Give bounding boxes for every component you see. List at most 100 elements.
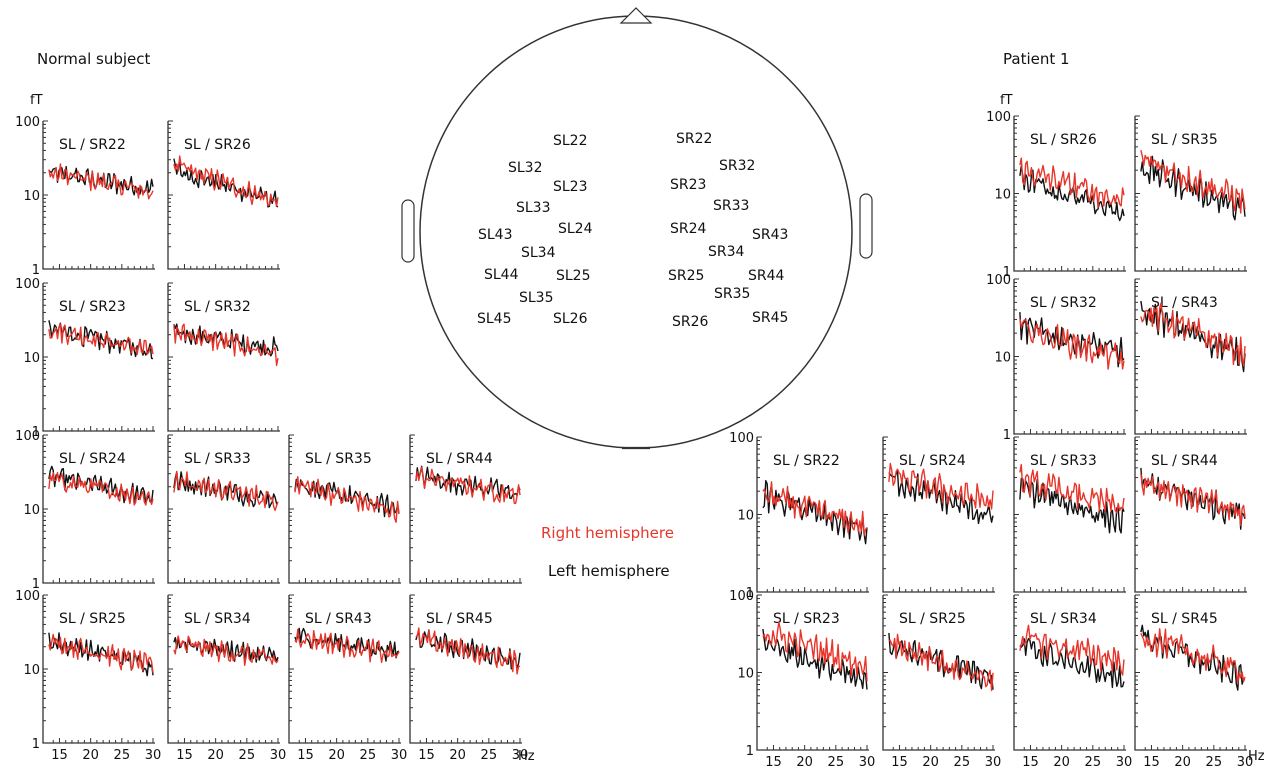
x-tick-label: 30	[1116, 755, 1133, 770]
patient-plot-2: SL / SR35	[1134, 115, 1247, 272]
y-tick-label: 100	[15, 589, 40, 604]
patient-plot-8: SL / SR44	[1134, 436, 1247, 593]
right-hemisphere-trace	[415, 466, 521, 504]
x-tick-label: 20	[922, 755, 939, 770]
legend-left-hemisphere: Left hemisphere	[548, 562, 670, 580]
right-hemisphere-trace	[888, 633, 994, 692]
left-hemisphere-trace	[48, 165, 154, 196]
normal-plot-3: 100 10 1 SL / SR23	[15, 277, 155, 440]
left-hemisphere-trace	[173, 471, 279, 509]
plot-title: SL / SR25	[899, 611, 966, 627]
right-hemisphere-trace	[173, 635, 279, 666]
y-tick-label: 100	[729, 589, 754, 604]
right-hemisphere-trace	[48, 471, 154, 506]
plot-title: SL / SR45	[426, 611, 493, 627]
plot-title: SL / SR24	[899, 453, 966, 469]
y-tick-label: 100	[15, 115, 40, 130]
plot-title: SL / SR44	[1151, 453, 1218, 469]
x-tick-label: 20	[82, 748, 99, 763]
x-tick-label: 20	[796, 755, 813, 770]
patient-y-unit: fT	[1000, 93, 1013, 108]
sensor-label-sl23: SL23	[553, 179, 588, 195]
patient-plot-7: SL / SR33	[1013, 436, 1126, 593]
normal-subject-title: Normal subject	[37, 50, 151, 68]
plot-title: SL / SR26	[1030, 132, 1097, 148]
x-tick-label: 15	[418, 748, 435, 763]
legend-right-hemisphere: Right hemisphere	[541, 524, 674, 542]
plot-title: SL / SR32	[184, 299, 251, 315]
x-tick-label: 30	[145, 748, 162, 763]
sensor-label-sr35: SR35	[714, 286, 750, 302]
y-tick-label: 1	[746, 744, 754, 759]
patient-plot-5: 100 10 1 SL / SR22	[729, 431, 869, 601]
plot-title: SL / SR34	[1030, 611, 1097, 627]
y-tick-label: 10	[23, 189, 40, 204]
y-tick-label: 1	[32, 425, 40, 440]
x-tick-label: 20	[1053, 755, 1070, 770]
plot-title: SL / SR33	[1030, 453, 1097, 469]
plot-title: SL / SR22	[773, 453, 840, 469]
x-tick-label: 25	[1085, 755, 1102, 770]
sensor-label-sl44: SL44	[484, 267, 519, 283]
sensor-label-sl24: SL24	[558, 221, 593, 237]
x-tick-label: 30	[859, 755, 876, 770]
right-hemisphere-trace	[1140, 150, 1246, 214]
plot-title: SL / SR44	[426, 451, 493, 467]
y-tick-label: 100	[15, 277, 40, 292]
sensor-label-sl33: SL33	[516, 200, 551, 216]
normal-plot-7: SL / SR35	[288, 434, 401, 584]
x-tick-label: 15	[1143, 755, 1160, 770]
y-tick-label: 10	[23, 663, 40, 678]
sensor-label-sl34: SL34	[521, 245, 556, 261]
y-tick-label: 10	[737, 509, 754, 524]
plot-title: SL / SR35	[305, 451, 372, 467]
right-hemisphere-trace	[415, 627, 521, 675]
plot-title: SL / SR43	[305, 611, 372, 627]
sensor-label-sl32: SL32	[508, 160, 543, 176]
x-tick-label: 25	[828, 755, 845, 770]
sensor-label-sr25: SR25	[668, 268, 704, 284]
plot-title: SL / SR32	[1030, 295, 1097, 311]
x-tick-label: 25	[481, 748, 498, 763]
sensor-label-sr24: SR24	[670, 221, 707, 237]
right-hemisphere-trace	[48, 163, 154, 200]
x-tick-label: 15	[765, 755, 782, 770]
left-hemisphere-trace	[1140, 624, 1245, 691]
plot-title: SL / SR23	[773, 611, 840, 627]
sensor-label-sr44: SR44	[748, 268, 785, 284]
normal-plot-5: 100 10 1 SL / SR24	[15, 429, 155, 592]
y-tick-label: 10	[23, 351, 40, 366]
right-hemisphere-trace	[1019, 463, 1125, 514]
x-tick-label: 15	[176, 748, 193, 763]
y-tick-label: 1	[1003, 265, 1011, 280]
left-hemisphere-trace	[888, 470, 994, 525]
x-tick-label: 25	[360, 748, 377, 763]
x-tick-label: 20	[1174, 755, 1191, 770]
normal-plot-12: 15 20 25 30 SL / SR45	[409, 594, 528, 763]
x-tick-label: 15	[891, 755, 908, 770]
y-tick-label: 1	[32, 577, 40, 592]
x-tick-label: 30	[1237, 755, 1254, 770]
sensor-label-sl25: SL25	[556, 268, 591, 284]
sensor-label-sr33: SR33	[713, 198, 749, 214]
plot-title: SL / SR22	[59, 137, 126, 153]
right-hemisphere-trace	[762, 621, 868, 682]
right-hemisphere-trace	[888, 462, 994, 510]
x-tick-label: 25	[954, 755, 971, 770]
patient-plot-9: 100 10 1 15 20 25 30 SL / SR23	[729, 589, 875, 770]
right-hemisphere-trace	[1140, 302, 1246, 367]
plot-title: SL / SR43	[1151, 295, 1218, 311]
left-hemisphere-trace	[1140, 155, 1246, 221]
x-tick-label: 30	[985, 755, 1002, 770]
normal-plot-2: SL / SR26	[167, 120, 280, 270]
x-tick-label: 25	[1206, 755, 1223, 770]
plot-title: SL / SR34	[184, 611, 251, 627]
sensor-label-sl43: SL43	[478, 227, 513, 243]
plot-title: SL / SR25	[59, 611, 126, 627]
y-tick-label: 1	[1003, 428, 1011, 443]
nose-icon	[619, 7, 653, 24]
plot-title: SL / SR23	[59, 299, 126, 315]
normal-plot-9: 100 10 1 15 20 25 30 SL / SR25	[15, 589, 161, 763]
normal-plot-10: 15 20 25 30 SL / SR34	[167, 594, 286, 763]
